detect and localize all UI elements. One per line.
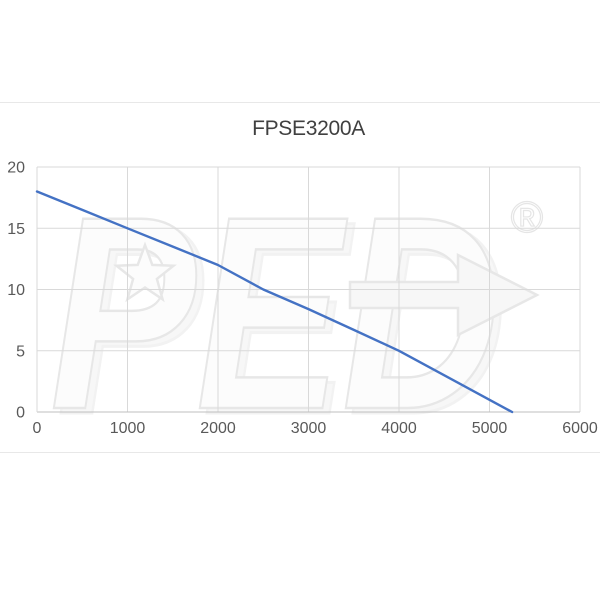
x-tick-label: 0: [33, 420, 42, 437]
y-tick-label: 0: [16, 405, 25, 422]
y-tick-label: 5: [16, 343, 25, 360]
star-icon: [113, 241, 177, 303]
registered-trademark-icon: ®: [511, 198, 543, 242]
top-divider: [0, 102, 600, 103]
bottom-divider: [0, 452, 600, 453]
ped-watermark: PED PED ®: [50, 198, 544, 428]
y-tick-label: 10: [7, 282, 25, 299]
x-tick-label: 1000: [110, 420, 146, 437]
x-tick-label: 3000: [291, 420, 327, 437]
watermark-text: PED: [50, 198, 500, 428]
performance-chart: 0 1000 2000 3000 4000 5000 6000 0 5 10 15 20: [7, 160, 598, 438]
x-tick-label: 5000: [472, 420, 508, 437]
watermark-shadow-text: PED: [57, 198, 507, 428]
x-tick-label: 6000: [562, 420, 598, 437]
series-line: [35, 190, 514, 414]
x-tick-label: 4000: [381, 420, 417, 437]
arrow-icon: [348, 252, 540, 338]
chart-title: FPSE3200A: [252, 117, 365, 140]
y-tick-label: 20: [7, 160, 25, 177]
y-tick-label: 15: [7, 221, 25, 238]
x-tick-label: 2000: [200, 420, 236, 437]
